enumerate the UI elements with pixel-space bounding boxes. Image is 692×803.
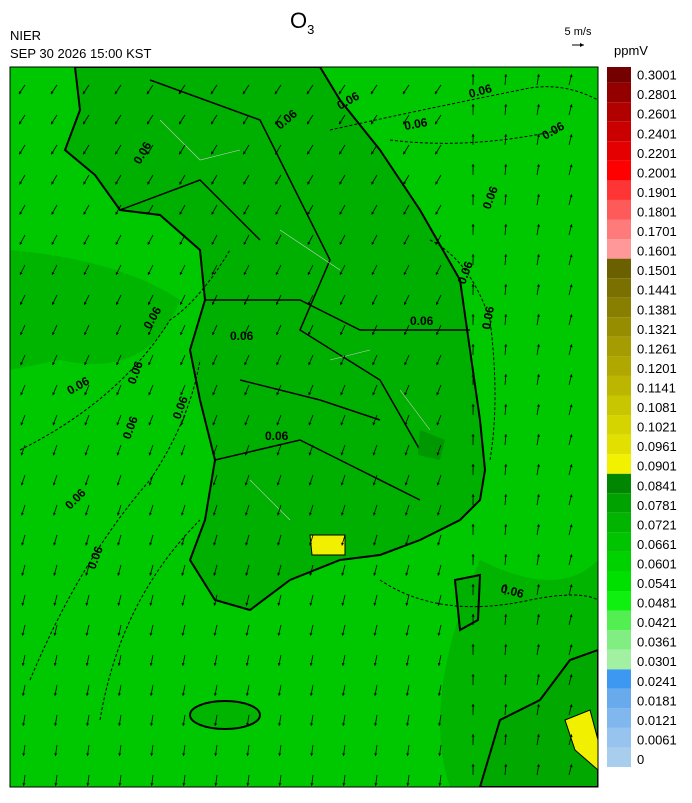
colorbar-label: 0.0421 [637, 615, 677, 630]
colorbar-segment [607, 83, 631, 103]
colorbar-segment [607, 532, 631, 552]
colorbar-label: 0.0661 [637, 537, 677, 552]
colorbar-segment [607, 728, 631, 748]
colorbar-label: 0.0541 [637, 576, 677, 591]
colorbar-segment [607, 689, 631, 709]
colorbar-segment [607, 141, 631, 161]
colorbar-label: 0.1701 [637, 224, 677, 239]
island [455, 575, 480, 630]
colorbar-label: 0.2601 [637, 107, 677, 122]
colorbar-segment [607, 239, 631, 259]
colorbar-segment [607, 220, 631, 240]
colorbar-segment [607, 161, 631, 181]
colorbar-label: 0.1441 [637, 283, 677, 298]
colorbar-label: 0.1601 [637, 244, 677, 259]
colorbar-label: 0.0121 [637, 713, 677, 728]
colorbar-label: 0.2801 [637, 87, 677, 102]
colorbar-label: 0.0241 [637, 674, 677, 689]
colorbar-segment [607, 708, 631, 728]
colorbar-segment [607, 122, 631, 142]
title-sub: 3 [307, 22, 314, 37]
colorbar-label: 0.1381 [637, 302, 677, 317]
colorbar-segment [607, 356, 631, 376]
colorbar-label: 0 [637, 752, 644, 767]
colorbar-label: 0.1261 [637, 341, 677, 356]
colorbar-label: 0.0601 [637, 556, 677, 571]
colorbar-segment [607, 180, 631, 200]
colorbar-label: 0.1141 [637, 380, 676, 395]
colorbar-segment [607, 278, 631, 298]
colorbar-label: 0.1201 [637, 361, 677, 376]
colorbar-segment [607, 102, 631, 122]
colorbar-segment [607, 415, 631, 435]
title: O3 [290, 8, 314, 37]
contour-label: 0.06 [410, 314, 434, 328]
colorbar-label: 0.1801 [637, 205, 677, 220]
high-patch [310, 535, 345, 555]
agency: NIER [10, 28, 41, 43]
colorbar-segment [607, 630, 631, 650]
colorbar-label: 0.0901 [637, 459, 677, 474]
colorbar-label: 0.0361 [637, 635, 677, 650]
colorbar-label: 0.0061 [637, 732, 677, 747]
colorbar-label: 0.0301 [637, 654, 677, 669]
colorbar-label: 0.2401 [637, 126, 677, 141]
colorbar-label: 0.0781 [637, 498, 677, 513]
jeju [190, 701, 260, 729]
colorbar-segment [607, 552, 631, 572]
colorbar-segment [607, 747, 631, 767]
colorbar-label: 0.0481 [637, 596, 677, 611]
title-main: O [290, 8, 307, 33]
colorbar-segment [607, 200, 631, 220]
colorbar-segment [607, 337, 631, 357]
colorbar-segment [607, 67, 631, 83]
colorbar-segment [607, 650, 631, 670]
colorbar-segment [607, 474, 631, 494]
colorbar-segment [607, 395, 631, 415]
colorbar-label: 0.1901 [637, 185, 677, 200]
colorbar-label: 0.1501 [637, 263, 677, 278]
colorbar-segment [607, 493, 631, 513]
colorbar-segment [607, 259, 631, 279]
colorbar-label: 0.1081 [637, 400, 677, 415]
colorbar-segment [607, 571, 631, 591]
wind-scale-head [580, 43, 584, 47]
colorbar-label: 0.0961 [637, 439, 677, 454]
colorbar-label: 0.1321 [637, 322, 677, 337]
wind-scale: 5 m/s [565, 26, 592, 38]
colorbar-segment [607, 317, 631, 337]
colorbar-segment [607, 669, 631, 689]
colorbar-label: 0.2201 [637, 146, 677, 161]
colorbar-unit: ppmV [614, 43, 648, 58]
colorbar-segment [607, 298, 631, 318]
colorbar-label: 0.3001 [637, 68, 677, 83]
colorbar-segment [607, 376, 631, 396]
colorbar-segment [607, 611, 631, 631]
contour-label: 0.06 [265, 429, 289, 443]
colorbar-segment [607, 513, 631, 533]
contour-label: 0.06 [230, 329, 254, 343]
colorbar-label: 0.0181 [637, 693, 677, 708]
map [10, 67, 598, 787]
colorbar-label: 0.0721 [637, 517, 677, 532]
colorbar-label: 0.1021 [637, 420, 677, 435]
colorbar-label: 0.2001 [637, 165, 677, 180]
colorbar-label: 0.0841 [637, 478, 677, 493]
colorbar-segment [607, 591, 631, 611]
colorbar-segment [607, 454, 631, 474]
colorbar-segment [607, 435, 631, 455]
datetime: SEP 30 2026 15:00 KST [10, 46, 151, 61]
colorbar: 0 0.0061 0.0121 0.0181 0.0241 0.0301 0.0361 0.0… [607, 67, 677, 767]
